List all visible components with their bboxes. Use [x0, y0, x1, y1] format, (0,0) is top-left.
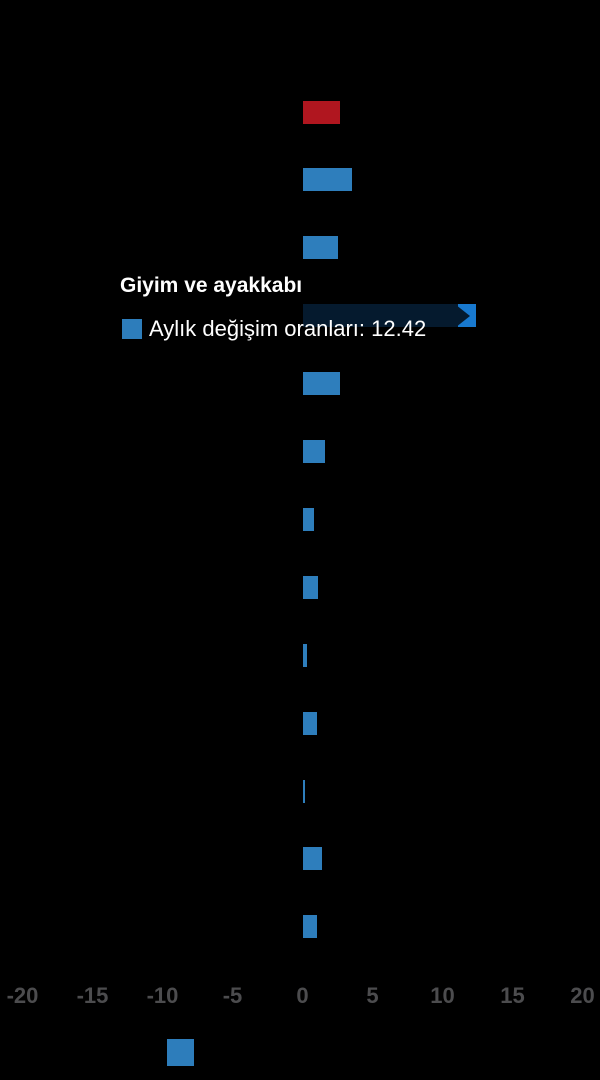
bar[interactable]	[302, 100, 341, 124]
bar[interactable]	[302, 915, 317, 939]
bar[interactable]	[302, 779, 305, 803]
bar[interactable]	[302, 440, 325, 463]
legend-marker-icon[interactable]	[167, 1039, 194, 1066]
bar[interactable]	[302, 507, 314, 531]
bar[interactable]	[302, 847, 323, 871]
bar[interactable]	[302, 304, 477, 328]
bar[interactable]	[302, 236, 338, 260]
bar[interactable]	[302, 168, 352, 192]
bar[interactable]	[302, 575, 318, 599]
legend[interactable]	[167, 1039, 194, 1066]
bar[interactable]	[302, 711, 317, 735]
bar[interactable]	[302, 372, 341, 396]
bar[interactable]	[302, 643, 308, 667]
